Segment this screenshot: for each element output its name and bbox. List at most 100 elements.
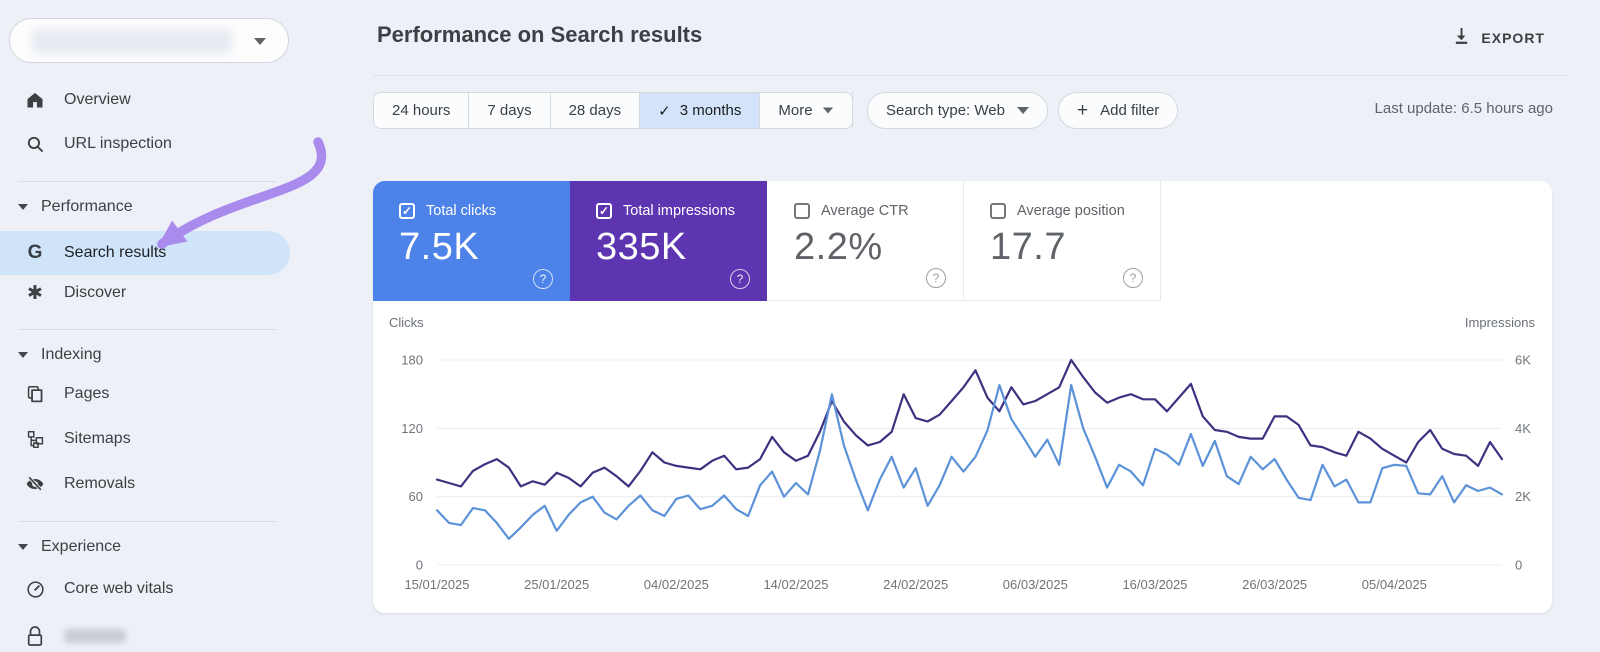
home-icon xyxy=(24,90,46,110)
date-range-segmented-control: 24 hours 7 days 28 days ✓ 3 months More xyxy=(373,92,853,129)
sidebar-item-https-partial[interactable] xyxy=(0,620,300,652)
chevron-down-icon xyxy=(1016,107,1029,114)
left-axis-title: Clicks xyxy=(389,315,424,330)
header-divider xyxy=(373,75,1568,76)
total-impressions-checkbox[interactable]: ✓ xyxy=(596,203,612,219)
sidebar-item-discover[interactable]: ✱ Discover xyxy=(0,277,300,309)
range-24-hours[interactable]: 24 hours xyxy=(374,93,470,128)
metric-card-total-impressions[interactable]: ✓ Total impressions 335K ? xyxy=(570,181,767,301)
svg-text:0: 0 xyxy=(1515,558,1522,573)
checkmark-icon: ✓ xyxy=(658,102,671,120)
sidebar-item-label: Discover xyxy=(64,284,127,301)
metric-value: 2.2% xyxy=(794,226,883,268)
metric-label: Total impressions xyxy=(623,203,736,219)
last-update-text: Last update: 6.5 hours ago xyxy=(1374,100,1553,117)
sidebar-item-removals[interactable]: Removals xyxy=(0,468,300,500)
metric-value: 335K xyxy=(596,226,687,268)
svg-text:26/03/2025: 26/03/2025 xyxy=(1242,577,1307,592)
chart-canvas: 0 0 60 2K 120 4K 180 6K 15/01/2025 25/01/2025 04/0… xyxy=(401,353,1531,593)
sidebar-item-label: URL inspection xyxy=(64,135,172,152)
add-filter-button[interactable]: + Add filter xyxy=(1058,92,1179,129)
cards-row-filler xyxy=(1161,181,1552,301)
sidebar-section-experience[interactable]: Experience xyxy=(0,534,300,560)
page-title: Performance on Search results xyxy=(377,22,703,47)
metric-label: Average CTR xyxy=(821,203,909,219)
help-icon[interactable]: ? xyxy=(926,268,946,288)
svg-text:04/02/2025: 04/02/2025 xyxy=(644,577,709,592)
metric-card-average-ctr[interactable]: Average CTR 2.2% ? xyxy=(767,181,964,301)
chevron-down-icon xyxy=(822,107,833,114)
search-icon xyxy=(24,135,46,154)
svg-text:2K: 2K xyxy=(1515,489,1531,504)
svg-text:16/03/2025: 16/03/2025 xyxy=(1122,577,1187,592)
sidebar-item-url-inspection[interactable]: URL inspection xyxy=(0,128,300,160)
help-icon[interactable]: ? xyxy=(730,269,750,289)
sidebar-item-core-web-vitals[interactable]: Core web vitals xyxy=(0,573,300,605)
performance-chart: Clicks Impressions 0 0 60 2K 120 4K 180 6K 15/01… xyxy=(373,301,1552,613)
performance-panel: ✓ Total clicks 7.5K ? ✓ Total impression… xyxy=(373,181,1552,613)
range-label: 3 months xyxy=(679,102,742,119)
search-type-dropdown[interactable]: Search type: Web xyxy=(867,92,1048,129)
range-7-days[interactable]: 7 days xyxy=(469,93,551,128)
sidebar-item-sitemaps[interactable]: Sitemaps xyxy=(0,423,300,455)
range-3-months-selected[interactable]: ✓ 3 months xyxy=(640,93,761,128)
sidebar-section-performance[interactable]: Performance xyxy=(0,194,300,220)
svg-text:6K: 6K xyxy=(1515,353,1531,368)
average-position-checkbox[interactable] xyxy=(990,203,1006,219)
eye-off-icon xyxy=(24,474,46,494)
collapse-triangle-icon xyxy=(18,352,28,358)
sidebar-divider xyxy=(18,181,277,182)
more-label: More xyxy=(778,102,813,119)
sidebar-item-label: Search results xyxy=(64,244,167,261)
export-button[interactable]: EXPORT xyxy=(1453,27,1545,48)
filter-separator xyxy=(852,91,853,129)
search-type-label: Search type: Web xyxy=(886,102,1005,119)
metric-value: 17.7 xyxy=(990,226,1066,268)
range-more-dropdown[interactable]: More xyxy=(760,93,851,128)
total-clicks-checkbox[interactable]: ✓ xyxy=(399,203,415,219)
sidebar-section-indexing[interactable]: Indexing xyxy=(0,342,300,368)
sidebar-item-pages[interactable]: Pages xyxy=(0,378,300,410)
sidebar-item-search-results[interactable]: G Search results xyxy=(0,231,290,275)
metric-label: Average position xyxy=(1017,203,1125,219)
property-name-redacted xyxy=(32,29,232,54)
svg-text:25/01/2025: 25/01/2025 xyxy=(524,577,589,592)
metric-label: Total clicks xyxy=(426,203,497,219)
metric-card-total-clicks[interactable]: ✓ Total clicks 7.5K ? xyxy=(373,181,570,301)
download-icon xyxy=(1453,27,1470,48)
sidebar-item-label: Core web vitals xyxy=(64,580,174,597)
svg-text:4K: 4K xyxy=(1515,421,1531,436)
sitemaps-icon xyxy=(24,430,46,449)
svg-text:180: 180 xyxy=(401,353,423,368)
pages-icon xyxy=(24,385,46,404)
range-28-days[interactable]: 28 days xyxy=(551,93,641,128)
export-label: EXPORT xyxy=(1481,29,1545,46)
add-filter-label: Add filter xyxy=(1100,102,1160,119)
sidebar-item-label: Pages xyxy=(64,385,110,402)
sidebar-item-label: Removals xyxy=(64,475,136,492)
google-g-icon: G xyxy=(27,242,43,263)
sidebar-item-label: Overview xyxy=(64,91,131,108)
sidebar: Overview URL inspection Performance G Se… xyxy=(0,0,300,646)
help-icon[interactable]: ? xyxy=(533,269,553,289)
section-label: Performance xyxy=(41,198,133,215)
plus-icon: + xyxy=(1077,99,1089,121)
sidebar-divider xyxy=(18,521,277,522)
property-selector-dropdown[interactable] xyxy=(9,18,289,63)
average-ctr-checkbox[interactable] xyxy=(794,203,810,219)
collapse-triangle-icon xyxy=(18,204,28,210)
chevron-down-icon xyxy=(254,38,266,45)
svg-text:120: 120 xyxy=(401,421,423,436)
svg-text:06/03/2025: 06/03/2025 xyxy=(1003,577,1068,592)
metric-card-average-position[interactable]: Average position 17.7 ? xyxy=(964,181,1161,301)
section-label: Experience xyxy=(41,538,122,555)
section-label: Indexing xyxy=(41,346,102,363)
sidebar-item-label: Sitemaps xyxy=(64,430,131,447)
svg-text:60: 60 xyxy=(409,489,423,504)
svg-text:15/01/2025: 15/01/2025 xyxy=(404,577,469,592)
help-icon[interactable]: ? xyxy=(1123,268,1143,288)
sidebar-divider xyxy=(18,329,277,330)
sidebar-item-label-redacted xyxy=(64,629,126,643)
svg-text:24/02/2025: 24/02/2025 xyxy=(883,577,948,592)
sidebar-item-overview[interactable]: Overview xyxy=(0,84,300,116)
